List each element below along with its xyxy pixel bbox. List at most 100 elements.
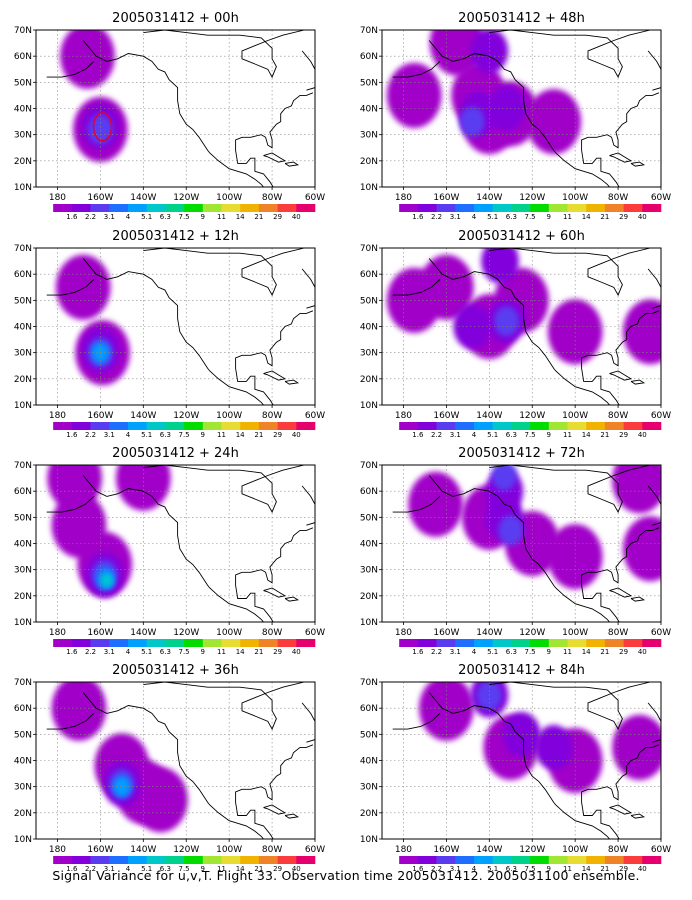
colorbar-swatch [184, 856, 204, 864]
lat-label: 40N [360, 540, 378, 550]
colorbar-swatch [90, 639, 110, 647]
lon-label: 160W [433, 845, 459, 855]
colorbar-label: 7.5 [525, 648, 536, 656]
colorbar-swatch [548, 204, 568, 212]
variance-blob [114, 777, 130, 796]
lat-label: 50N [360, 78, 378, 88]
colorbar-label: 1.6 [66, 431, 78, 439]
coastline [630, 813, 646, 819]
lon-label: 180 [49, 193, 66, 203]
coastline [392, 713, 441, 730]
colorbar-swatch [109, 856, 129, 864]
colorbar-label: 29 [619, 648, 628, 656]
colorbar-label: 11 [563, 431, 572, 439]
lon-label: 140W [476, 193, 502, 203]
panel-48h: 2005031412 + 48h 70N 60N 50N 40N 30N 20N 10N 180… [360, 11, 671, 221]
lat-label: 70N [360, 26, 378, 36]
variance-field [36, 30, 315, 187]
colorbar-swatch [221, 639, 241, 647]
coastline [647, 702, 661, 743]
colorbar-label: 2.2 [431, 431, 442, 439]
variance-blob [612, 465, 661, 514]
colorbar-label: 7.5 [179, 648, 190, 656]
colorbar: 1.6 2.2 3.1 4 5.1 6.3 7.5 9 11 14 21 29 40 [53, 422, 316, 439]
colorbar-label: 9 [547, 213, 551, 221]
panel-12h: 2005031412 + 12h 70N 60N 50N 40N 30N 20N 10N 180… [14, 229, 325, 439]
lat-label: 60N [14, 52, 32, 62]
variance-blob [47, 465, 102, 511]
lon-label: 60W [305, 193, 325, 203]
variance-field [382, 682, 661, 839]
colorbar-swatch [399, 422, 419, 430]
lat-label: 10N [14, 183, 32, 193]
colorbar-swatch [492, 204, 512, 212]
colorbar-swatch [604, 639, 624, 647]
variance-blob [60, 30, 115, 89]
coastline [82, 258, 265, 405]
lat-label: 50N [14, 730, 32, 740]
variance-field [382, 30, 661, 187]
colorbar-swatch [604, 204, 624, 212]
lat-label: 20N [14, 809, 32, 819]
lon-label: 180 [395, 193, 412, 203]
figure-caption: Signal Variance for u,v,T. Flight 33. Ob… [52, 868, 640, 883]
lat-label: 40N [14, 540, 32, 550]
outline-contour [92, 112, 113, 142]
colorbar-swatch [623, 856, 643, 864]
colorbar-label: 7.5 [525, 213, 536, 221]
variance-blob [476, 682, 502, 711]
colorbar-swatch [53, 639, 73, 647]
colorbar-label: 11 [217, 213, 226, 221]
colorbar-swatch [417, 639, 437, 647]
panel-36h: 2005031412 + 36h 70N 60N 50N 40N 30N 20N 10N 180… [14, 663, 325, 873]
lon-label: 160W [433, 628, 459, 638]
lon-label: 100W [562, 628, 588, 638]
colorbar-label: 5.1 [487, 865, 498, 873]
colorbar-swatch [436, 204, 456, 212]
colorbar-label: 4 [126, 213, 131, 221]
lat-label: 40N [360, 757, 378, 767]
colorbar-label: 4 [472, 213, 477, 221]
variance-field [36, 248, 315, 405]
colorbar-label: 6.3 [506, 213, 517, 221]
colorbar-swatch [399, 204, 419, 212]
lon-label: 160W [87, 411, 113, 421]
colorbar-swatch [399, 639, 419, 647]
lat-label: 20N [14, 375, 32, 385]
colorbar-label: 29 [273, 648, 282, 656]
colorbar-swatch [109, 204, 129, 212]
panel-84h: 2005031412 + 84h 70N 60N 50N 40N 30N 20N 10N 180… [360, 663, 671, 873]
coastline [630, 596, 646, 602]
colorbar-swatch [567, 422, 587, 430]
lon-label: 140W [130, 193, 156, 203]
colorbar-label: 11 [563, 648, 572, 656]
colorbar-swatch [53, 422, 73, 430]
coastline [46, 713, 95, 730]
panel-24h: 2005031412 + 24h 70N 60N 50N 40N 30N 20N 10N 180… [14, 446, 325, 656]
colorbar-label: 5.1 [487, 648, 498, 656]
lat-label: 40N [360, 323, 378, 333]
coastline [46, 496, 95, 513]
variance-blob [459, 106, 485, 137]
lat-label: 50N [14, 296, 32, 306]
lat-label: 30N [14, 131, 32, 141]
variance-blob [453, 304, 492, 349]
coastline [143, 248, 305, 297]
panel-72h: 2005031412 + 72h 70N 60N 50N 40N 30N 20N 10N 180… [360, 446, 671, 656]
lon-label: 60W [651, 411, 671, 421]
panel-60h: 2005031412 + 60h 70N 60N 50N 40N 30N 20N 10N 180… [360, 229, 671, 439]
lon-label: 100W [216, 628, 242, 638]
lat-label: 30N [360, 349, 378, 359]
colorbar-label: 11 [217, 648, 226, 656]
colorbar-label: 1.6 [66, 213, 78, 221]
colorbar-swatch [127, 856, 147, 864]
colorbar-swatch [548, 856, 568, 864]
colorbar-label: 6.3 [506, 648, 517, 656]
lon-label: 100W [216, 411, 242, 421]
variance-blob [55, 254, 111, 320]
panel-title: 2005031412 + 72h [458, 446, 585, 461]
lon-label: 80W [608, 193, 628, 203]
lat-label: 20N [14, 157, 32, 167]
lat-label: 40N [14, 323, 32, 333]
coastline [263, 804, 287, 815]
